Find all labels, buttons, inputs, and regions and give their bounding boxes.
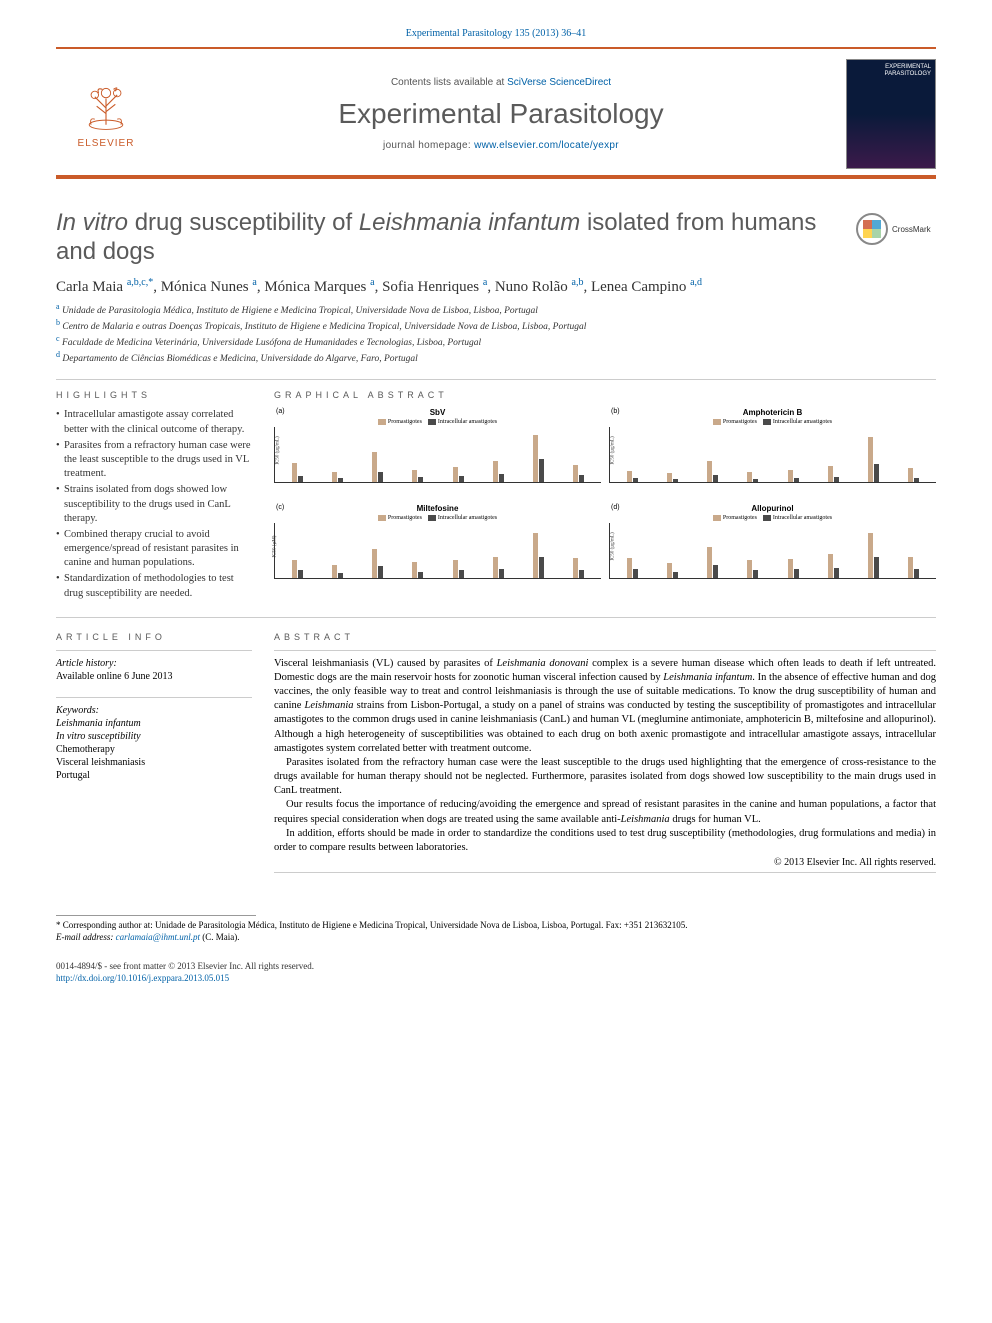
journal-cover-thumb: EXPERIMENTAL PARASITOLOGY — [846, 59, 936, 169]
paper-title: In vitro drug susceptibility of Leishman… — [56, 209, 846, 267]
crossmark-icon — [856, 213, 888, 245]
mini-chart: (b)Amphotericin B PromastigotesIntracellu… — [609, 408, 936, 496]
chart-legend: PromastigotesIntracellular amastigotes — [609, 515, 936, 521]
highlight-item: Intracellular amastigote assay correlate… — [56, 408, 252, 436]
homepage-link[interactable]: www.elsevier.com/locate/yexpr — [474, 140, 619, 151]
chart-bars — [609, 523, 936, 579]
affiliation-line: c Faculdade de Medicina Veterinária, Uni… — [56, 334, 936, 350]
article-info-heading: ARTICLE INFO — [56, 632, 252, 642]
abstract-paragraph: Our results focus the importance of redu… — [274, 798, 936, 826]
graphical-abstract-heading: GRAPHICAL ABSTRACT — [274, 390, 936, 400]
highlight-item: Strains isolated from dogs showed low su… — [56, 483, 252, 526]
mini-chart: (a)SbV PromastigotesIntracellular amastig… — [274, 408, 601, 496]
chart-ylabel: IC50 (µg/mL) — [276, 437, 281, 465]
crossmark-label: CrossMark — [892, 225, 931, 234]
divider — [56, 650, 252, 651]
footnote-divider — [56, 915, 256, 916]
corresponding-footnote: * Corresponding author at: Unidade de Pa… — [56, 920, 936, 943]
chart-title: SbV — [274, 408, 601, 417]
authors-line: Carla Maia a,b,c,*, Mónica Nunes a, Móni… — [56, 277, 936, 296]
journal-header: ELSEVIER Contents lists available at Sci… — [56, 47, 936, 179]
abstract-paragraph: Visceral leishmaniasis (VL) caused by pa… — [274, 657, 936, 756]
chart-ylabel: IC50 (µM) — [272, 536, 277, 558]
chart-bars — [274, 427, 601, 483]
chart-bars — [609, 427, 936, 483]
chart-ylabel: IC50 (µg/mL) — [611, 437, 616, 465]
divider — [56, 617, 936, 618]
contents-line: Contents lists available at SciVerse Sci… — [156, 77, 846, 88]
chart-panel-label: (d) — [611, 504, 620, 511]
keyword: In vitro susceptibility — [56, 730, 252, 743]
chart-panel-label: (b) — [611, 408, 620, 415]
abstract-heading: ABSTRACT — [274, 632, 936, 642]
chart-panel-label: (c) — [276, 504, 284, 511]
email-name: (C. Maia). — [202, 932, 239, 942]
divider — [56, 379, 936, 380]
chart-legend: PromastigotesIntracellular amastigotes — [274, 515, 601, 521]
affiliation-line: b Centro de Malaria e outras Doenças Tro… — [56, 318, 936, 334]
email-link[interactable]: carlamaia@ihmt.unl.pt — [116, 932, 200, 942]
keyword: Chemotherapy — [56, 743, 252, 756]
abstract-paragraph: In addition, efforts should be made in o… — [274, 827, 936, 855]
publisher-block: ELSEVIER — [56, 80, 156, 149]
keyword: Leishmania infantum — [56, 717, 252, 730]
front-matter-line: 0014-4894/$ - see front matter © 2013 El… — [56, 961, 314, 971]
highlights-list: Intracellular amastigote assay correlate… — [56, 408, 252, 600]
graphical-abstract: (a)SbV PromastigotesIntracellular amastig… — [274, 408, 936, 592]
chart-legend: PromastigotesIntracellular amastigotes — [609, 419, 936, 425]
contents-prefix: Contents lists available at — [391, 77, 507, 88]
highlight-item: Combined therapy crucial to avoid emerge… — [56, 528, 252, 571]
affiliation-line: d Departamento de Ciências Biomédicas e … — [56, 350, 936, 366]
affiliation-line: a Unidade de Parasitologia Médica, Insti… — [56, 302, 936, 318]
chart-panel-label: (a) — [276, 408, 285, 415]
chart-title: Allopurinol — [609, 504, 936, 513]
chart-title: Amphotericin B — [609, 408, 936, 417]
highlights-heading: HIGHLIGHTS — [56, 390, 252, 400]
divider — [56, 697, 252, 698]
corr-text: * Corresponding author at: Unidade de Pa… — [56, 920, 687, 930]
mini-chart: (c)Miltefosine PromastigotesIntracellular… — [274, 504, 601, 592]
highlight-item: Parasites from a refractory human case w… — [56, 439, 252, 482]
cover-text: EXPERIMENTAL PARASITOLOGY — [847, 64, 931, 77]
abstract-text: Visceral leishmaniasis (VL) caused by pa… — [274, 657, 936, 855]
history-value: Available online 6 June 2013 — [56, 670, 252, 683]
homepage-prefix: journal homepage: — [383, 140, 474, 151]
chart-ylabel: IC50 (µg/mL) — [611, 533, 616, 561]
publisher-name: ELSEVIER — [78, 138, 135, 149]
keyword: Visceral leishmaniasis — [56, 756, 252, 769]
elsevier-logo-icon — [78, 80, 134, 136]
divider — [274, 650, 936, 651]
abstract-paragraph: Parasites isolated from the refractory h… — [274, 756, 936, 799]
highlight-item: Standardization of methodologies to test… — [56, 572, 252, 600]
chart-legend: PromastigotesIntracellular amastigotes — [274, 419, 601, 425]
homepage-line: journal homepage: www.elsevier.com/locat… — [156, 140, 846, 151]
copyright: © 2013 Elsevier Inc. All rights reserved… — [274, 857, 936, 868]
bottom-matter: 0014-4894/$ - see front matter © 2013 El… — [56, 961, 936, 984]
keywords-label: Keywords: — [56, 704, 252, 717]
crossmark-badge[interactable]: CrossMark — [856, 213, 936, 245]
doi-link[interactable]: http://dx.doi.org/10.1016/j.exppara.2013… — [56, 973, 229, 983]
email-label: E-mail address: — [56, 932, 113, 942]
history-label: Article history: — [56, 657, 252, 670]
mini-chart: (d)Allopurinol PromastigotesIntracellular… — [609, 504, 936, 592]
citation-top: Experimental Parasitology 135 (2013) 36–… — [56, 28, 936, 39]
divider — [274, 872, 936, 873]
chart-bars — [274, 523, 601, 579]
journal-title: Experimental Parasitology — [156, 98, 846, 130]
affiliations: a Unidade de Parasitologia Médica, Insti… — [56, 302, 936, 366]
keywords-list: Leishmania infantumIn vitro susceptibili… — [56, 717, 252, 782]
sciencedirect-link[interactable]: SciVerse ScienceDirect — [507, 77, 611, 88]
chart-title: Miltefosine — [274, 504, 601, 513]
keyword: Portugal — [56, 769, 252, 782]
